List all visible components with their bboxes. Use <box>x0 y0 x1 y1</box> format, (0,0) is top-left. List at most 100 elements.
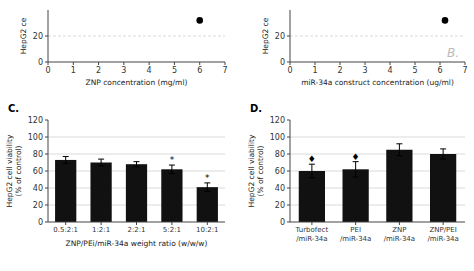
bar <box>386 150 412 222</box>
tick-label: 4 <box>147 66 152 75</box>
tick-label: 60 <box>33 167 43 176</box>
tick-label: 20 <box>275 32 285 41</box>
tick-label: 5 <box>412 66 417 75</box>
bar <box>299 171 325 222</box>
tick-label: 1 <box>312 66 317 75</box>
y-axis <box>48 120 49 222</box>
y-axis-label: HepG2 cell viability(% of control) <box>5 134 23 207</box>
tick-label: 2 <box>96 66 101 75</box>
text-line: 5:2:1 <box>163 226 181 234</box>
marks <box>55 157 218 222</box>
x-axis-label: ZNP/PEi/miR-34a weight ratio (w/w/w) <box>66 239 208 248</box>
error-bar <box>134 162 140 167</box>
tick-label: 120 <box>28 116 43 125</box>
tick-label: ZNP/miR-34a <box>384 226 415 243</box>
tick-label: 0 <box>280 58 285 67</box>
y-axis <box>290 120 291 222</box>
tick-label: 7 <box>222 66 227 75</box>
tick-label: PEI/miR-34a <box>340 226 371 243</box>
tick-label: 0.5:2:1 <box>53 226 78 234</box>
marks <box>299 144 457 222</box>
tick-label: 10:2:1 <box>196 226 219 234</box>
annotation: ♦ <box>352 152 360 162</box>
error-bar <box>309 164 315 178</box>
y-axis-label-group: HepG2 ce <box>19 17 28 54</box>
tick-label: 20 <box>275 201 285 210</box>
y-axis-label-group: HepG2 cell viability(% of control) <box>5 134 23 207</box>
annotation: ♦ <box>308 154 316 164</box>
tick-label: 3 <box>121 66 126 75</box>
tick-label: 80 <box>33 150 43 159</box>
error-bar <box>63 157 69 164</box>
error-bar <box>440 149 446 159</box>
point <box>196 17 203 24</box>
panel-title: C. <box>8 103 19 114</box>
bar <box>197 187 218 222</box>
figure: 02001234567ZNP concentration (mg/ml)HepG… <box>0 0 474 271</box>
tick-label: 100 <box>270 133 285 142</box>
text-line: PEI <box>350 226 361 234</box>
text-line: 10:2:1 <box>196 226 219 234</box>
panel: 02001234567B.miR-34a construct concentra… <box>261 10 468 87</box>
x-axis <box>290 222 465 223</box>
text-line: HepG2 ce <box>19 17 28 54</box>
tick-label: 1 <box>71 66 76 75</box>
text-line: ZNP concentration (mg/ml) <box>86 78 188 87</box>
tick-label: 2 <box>337 66 342 75</box>
bar <box>90 163 111 223</box>
tick-label: 7 <box>462 66 467 75</box>
panel: 0204060801001200.5:2:11:2:12:2:15:2:110:… <box>5 103 226 248</box>
text-line: /miR-34a <box>340 235 371 243</box>
text-line: /miR-34a <box>427 235 458 243</box>
tick-label: 0 <box>280 218 285 227</box>
tick-label: 5 <box>172 66 177 75</box>
grid-line <box>290 36 465 37</box>
tick-label: 2:2:1 <box>127 226 145 234</box>
watermark: B. <box>447 46 459 60</box>
tick-label: Turbofect/miR-34a <box>295 226 329 243</box>
text-line: HepG2 cell viability <box>247 134 256 207</box>
tick-label: 40 <box>275 184 285 193</box>
text-line: ZNP <box>392 226 406 234</box>
y-axis-label-group: HepG2 ce <box>261 17 270 54</box>
tick-label: 20 <box>33 201 43 210</box>
marks <box>196 17 203 24</box>
tick-label: 4 <box>387 66 392 75</box>
bar <box>161 169 182 222</box>
point <box>442 17 449 24</box>
y-axis <box>290 10 291 62</box>
error-bar <box>169 165 175 174</box>
error-bar <box>396 144 402 156</box>
error-bar <box>353 162 359 177</box>
tick-label: 1:2:1 <box>92 226 110 234</box>
y-axis-label: HepG2 ce <box>261 17 270 54</box>
y-axis-label: HepG2 cell viability(% of control) <box>247 134 265 207</box>
tick-label: 6 <box>437 66 442 75</box>
panel: 02001234567ZNP concentration (mg/ml)HepG… <box>19 10 228 87</box>
tick-label: 100 <box>28 133 43 142</box>
tick-label: 40 <box>33 184 43 193</box>
bar <box>430 154 456 222</box>
grid-line <box>48 36 225 37</box>
tick-label: 0 <box>45 66 50 75</box>
text-line: 1:2:1 <box>92 226 110 234</box>
panel: 020406080100120Turbofect/miR-34aPEI/miR-… <box>247 103 466 243</box>
marks <box>442 17 449 24</box>
text-line: miR-34a construct concentration (ug/ml) <box>301 78 454 87</box>
tick-label: ZNP/PEI/miR-34a <box>427 226 458 243</box>
x-axis <box>48 62 225 63</box>
tick-label: 20 <box>33 32 43 41</box>
annotation: * <box>170 155 175 165</box>
y-axis <box>48 10 49 62</box>
grid-line <box>48 154 225 155</box>
error-bar <box>98 159 104 166</box>
y-axis-label: HepG2 ce <box>19 17 28 54</box>
grid-line <box>48 137 225 138</box>
tick-label: 3 <box>362 66 367 75</box>
tick-label: 120 <box>270 116 285 125</box>
bar <box>126 164 147 222</box>
panel-title: D. <box>250 103 262 114</box>
text-line: /miR-34a <box>384 235 415 243</box>
bar <box>55 160 76 222</box>
tick-label: 80 <box>275 150 285 159</box>
